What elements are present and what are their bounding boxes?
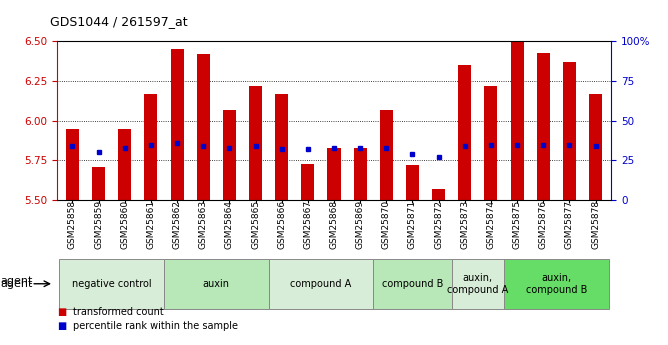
Bar <box>458 65 472 200</box>
Text: agent: agent <box>0 279 32 289</box>
Bar <box>373 259 452 309</box>
Bar <box>223 110 236 200</box>
Bar <box>484 86 498 200</box>
Bar <box>327 148 341 200</box>
Text: compound A: compound A <box>291 279 351 289</box>
Text: GSM25858: GSM25858 <box>68 200 77 249</box>
Text: GSM25869: GSM25869 <box>355 200 365 249</box>
Text: GDS1044 / 261597_at: GDS1044 / 261597_at <box>50 14 188 28</box>
Text: GSM25870: GSM25870 <box>382 200 391 249</box>
Bar <box>452 259 504 309</box>
Text: agent: agent <box>0 276 32 286</box>
Bar <box>406 165 419 200</box>
Text: percentile rank within the sample: percentile rank within the sample <box>73 321 238 331</box>
Text: ■: ■ <box>57 307 66 317</box>
Bar <box>380 110 393 200</box>
Bar <box>249 86 262 200</box>
Text: GSM25862: GSM25862 <box>172 200 182 249</box>
Text: auxin,
compound A: auxin, compound A <box>447 273 508 295</box>
Bar <box>118 129 132 200</box>
Text: GSM25878: GSM25878 <box>591 200 600 249</box>
Bar <box>269 259 373 309</box>
Text: compound B: compound B <box>382 279 443 289</box>
Bar <box>536 52 550 200</box>
Text: GSM25863: GSM25863 <box>199 200 208 249</box>
Bar <box>432 189 445 200</box>
Text: GSM25868: GSM25868 <box>329 200 339 249</box>
Bar <box>170 49 184 200</box>
Text: GSM25865: GSM25865 <box>251 200 260 249</box>
Text: ■: ■ <box>57 321 66 331</box>
Text: GSM25875: GSM25875 <box>512 200 522 249</box>
Text: negative control: negative control <box>72 279 152 289</box>
Text: auxin,
compound B: auxin, compound B <box>526 273 587 295</box>
Bar <box>144 94 158 200</box>
Bar <box>164 259 269 309</box>
Text: transformed count: transformed count <box>73 307 164 317</box>
Bar <box>59 259 164 309</box>
Text: GSM25872: GSM25872 <box>434 200 443 249</box>
Text: GSM25873: GSM25873 <box>460 200 469 249</box>
Text: GSM25861: GSM25861 <box>146 200 156 249</box>
Bar <box>196 54 210 200</box>
Text: GSM25867: GSM25867 <box>303 200 313 249</box>
Text: GSM25874: GSM25874 <box>486 200 496 249</box>
Text: GSM25866: GSM25866 <box>277 200 286 249</box>
Bar <box>66 129 79 200</box>
Bar <box>510 41 524 200</box>
Text: GSM25871: GSM25871 <box>408 200 417 249</box>
Bar <box>275 94 288 200</box>
Bar <box>353 148 367 200</box>
Bar <box>589 94 602 200</box>
Bar <box>301 164 315 200</box>
Text: GSM25864: GSM25864 <box>225 200 234 249</box>
Text: GSM25877: GSM25877 <box>565 200 574 249</box>
Bar <box>92 167 105 200</box>
Bar <box>504 259 609 309</box>
Text: GSM25876: GSM25876 <box>538 200 548 249</box>
Text: GSM25860: GSM25860 <box>120 200 130 249</box>
Text: GSM25859: GSM25859 <box>94 200 103 249</box>
Text: auxin: auxin <box>203 279 230 289</box>
Bar <box>563 62 576 200</box>
